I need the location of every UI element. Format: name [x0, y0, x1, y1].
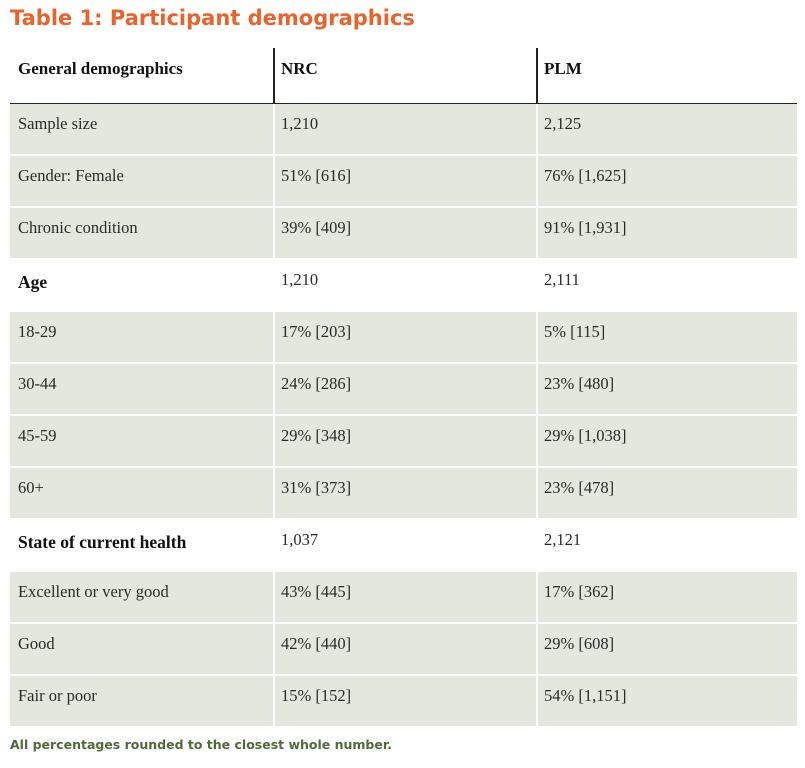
- table-title: Table 1: Participant demographics: [10, 6, 415, 30]
- section-label: State of current health: [18, 532, 187, 552]
- table-row: Chronic condition 39% [409] 91% [1,931]: [10, 208, 797, 260]
- nrc-value: 39% [409]: [281, 218, 352, 237]
- column-divider: [536, 104, 538, 154]
- column-divider: [536, 676, 538, 726]
- nrc-value: 15% [152]: [281, 686, 352, 705]
- nrc-value: 1,210: [281, 114, 319, 133]
- plm-value: 23% [480]: [544, 374, 615, 393]
- row-label: 18-29: [18, 322, 57, 341]
- column-divider: [273, 48, 275, 103]
- row-label: 45-59: [18, 426, 57, 445]
- column-divider: [273, 208, 275, 258]
- plm-value: 2,125: [544, 114, 582, 133]
- column-divider: [536, 208, 538, 258]
- demographics-table: General demographics NRC PLM Sample size…: [10, 48, 797, 728]
- column-divider: [536, 48, 538, 103]
- plm-value: 23% [478]: [544, 478, 615, 497]
- column-divider: [536, 364, 538, 414]
- table-row: Sample size 1,210 2,125: [10, 104, 797, 156]
- plm-value: 91% [1,931]: [544, 218, 627, 237]
- nrc-value: 31% [373]: [281, 478, 352, 497]
- nrc-value: 42% [440]: [281, 634, 352, 653]
- nrc-value: 1,210: [281, 270, 319, 289]
- column-divider: [273, 624, 275, 674]
- row-label: 60+: [18, 478, 44, 497]
- nrc-value: 43% [445]: [281, 582, 352, 601]
- row-label: Excellent or very good: [18, 582, 169, 601]
- header-plm: PLM: [544, 59, 582, 78]
- column-divider: [273, 104, 275, 154]
- nrc-value: 1,037: [281, 530, 319, 549]
- column-divider: [536, 312, 538, 362]
- section-row-age: Age 1,210 2,111: [10, 260, 797, 312]
- plm-value: 29% [608]: [544, 634, 615, 653]
- column-divider: [536, 624, 538, 674]
- table-row: 30-44 24% [286] 23% [480]: [10, 364, 797, 416]
- column-divider: [273, 312, 275, 362]
- row-label: 30-44: [18, 374, 57, 393]
- header-general-demographics: General demographics: [18, 59, 183, 78]
- plm-value: 2,121: [544, 530, 582, 549]
- column-divider: [536, 572, 538, 622]
- row-label: Gender: Female: [18, 166, 124, 185]
- plm-value: 5% [115]: [544, 322, 606, 341]
- column-divider: [273, 468, 275, 518]
- column-divider: [273, 364, 275, 414]
- plm-value: 2,111: [544, 270, 580, 289]
- table-row: Fair or poor 15% [152] 54% [1,151]: [10, 676, 797, 728]
- plm-value: 76% [1,625]: [544, 166, 627, 185]
- row-label: Fair or poor: [18, 686, 97, 705]
- column-divider: [273, 572, 275, 622]
- plm-value: 17% [362]: [544, 582, 615, 601]
- table-header-row: General demographics NRC PLM: [10, 48, 797, 104]
- table-footnote: All percentages rounded to the closest w…: [10, 737, 392, 752]
- column-divider: [536, 468, 538, 518]
- plm-value: 29% [1,038]: [544, 426, 627, 445]
- section-label: Age: [18, 272, 48, 292]
- table-row: 18-29 17% [203] 5% [115]: [10, 312, 797, 364]
- table-row: Good 42% [440] 29% [608]: [10, 624, 797, 676]
- row-label: Good: [18, 634, 55, 653]
- column-divider: [536, 416, 538, 466]
- table-row: Excellent or very good 43% [445] 17% [36…: [10, 572, 797, 624]
- column-divider: [273, 676, 275, 726]
- nrc-value: 17% [203]: [281, 322, 352, 341]
- table-row: 45-59 29% [348] 29% [1,038]: [10, 416, 797, 468]
- row-label: Sample size: [18, 114, 98, 133]
- nrc-value: 24% [286]: [281, 374, 352, 393]
- plm-value: 54% [1,151]: [544, 686, 627, 705]
- column-divider: [536, 156, 538, 206]
- nrc-value: 51% [616]: [281, 166, 352, 185]
- column-divider: [273, 156, 275, 206]
- header-nrc: NRC: [281, 59, 318, 78]
- nrc-value: 29% [348]: [281, 426, 352, 445]
- section-row-health: State of current health 1,037 2,121: [10, 520, 797, 572]
- row-label: Chronic condition: [18, 218, 138, 237]
- table-row: 60+ 31% [373] 23% [478]: [10, 468, 797, 520]
- column-divider: [273, 416, 275, 466]
- table-row: Gender: Female 51% [616] 76% [1,625]: [10, 156, 797, 208]
